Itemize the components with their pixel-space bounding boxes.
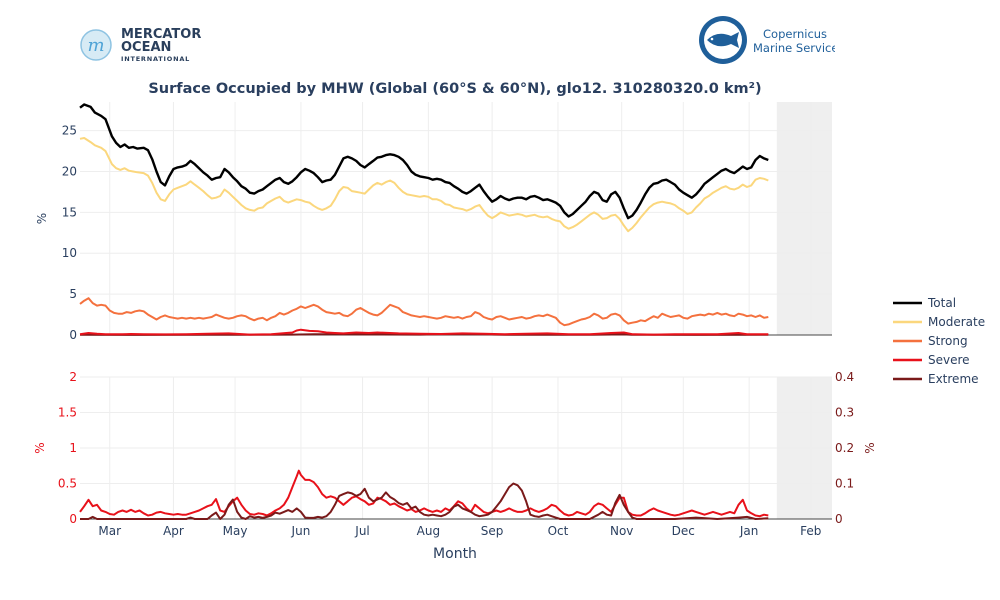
top-y-tick-label: 10 [62,246,77,260]
copernicus-logo-line2: Marine Service [753,41,835,55]
x-tick-label: Jun [291,524,311,538]
mercator-ocean-logo: m MERCATOR OCEAN INTERNATIONAL [80,27,201,63]
mercator-logo-line2: OCEAN [121,40,171,55]
x-tick-label: Dec [672,524,695,538]
x-tick-label: May [223,524,248,538]
bottom-left-y-tick-label: 1 [69,441,77,455]
top-y-axis-label: % [35,213,49,224]
x-tick-label: Apr [163,524,184,538]
chart-legend: Total Moderate Strong Severe Extreme [893,296,985,386]
bottom-right-y-axis-label: % [863,442,877,453]
top-y-tick-label: 15 [62,205,77,219]
bottom-left-y-tick-label: 0 [69,512,77,526]
bottom-left-y-tick-label: 1.5 [58,406,77,420]
bottom-right-y-tick-label: 0.1 [835,477,854,491]
bottom-right-y-tick-label: 0.3 [835,406,854,420]
x-tick-label: Jan [739,524,759,538]
chart-title: Surface Occupied by MHW (Global (60°S & … [148,81,761,97]
series-line-top-strong [79,297,769,327]
series-line-top-severe [79,328,769,336]
legend-label-severe: Severe [928,353,970,367]
series-line-top-moderate [79,137,769,233]
x-tick-label: Oct [548,524,569,538]
x-tick-label: Mar [98,524,121,538]
top-y-tick-label: 5 [69,287,77,301]
x-axis-label: Month [433,546,477,562]
x-tick-label: Sep [481,524,504,538]
series-line-bottom-severe [79,469,769,518]
top-y-tick-label: 0 [69,328,77,342]
top-y-tick-label: 25 [62,124,77,138]
top-y-tick-label: 20 [62,164,77,178]
bottom-left-y-tick-label: 2 [69,370,77,384]
x-tick-label: Feb [800,524,821,538]
mercator-logo-mark: m [87,35,104,56]
x-tick-label: Nov [610,524,633,538]
mercator-logo-line1: MERCATOR [121,27,201,42]
legend-label-extreme: Extreme [928,372,979,386]
shaded-region-top [776,102,832,335]
copernicus-marine-logo: Copernicus Marine Service [699,16,835,64]
bottom-right-y-tick-label: 0 [835,512,843,526]
bottom-left-y-axis-label: % [33,442,47,453]
legend-label-strong: Strong [928,334,968,348]
x-tick-label: Aug [417,524,440,538]
legend-label-moderate: Moderate [928,315,985,329]
series-line-top-total [79,103,769,220]
series-line-bottom-extreme [80,482,769,520]
fish-icon [707,32,739,48]
x-tick-label: Jul [354,524,369,538]
legend-label-total: Total [927,296,956,310]
bottom-right-y-tick-label: 0.4 [835,370,854,384]
bottom-left-y-tick-label: 0.5 [58,477,77,491]
bottom-right-y-tick-label: 0.2 [835,441,854,455]
copernicus-logo-line1: Copernicus [763,27,827,41]
mercator-logo-line3: INTERNATIONAL [121,55,190,63]
